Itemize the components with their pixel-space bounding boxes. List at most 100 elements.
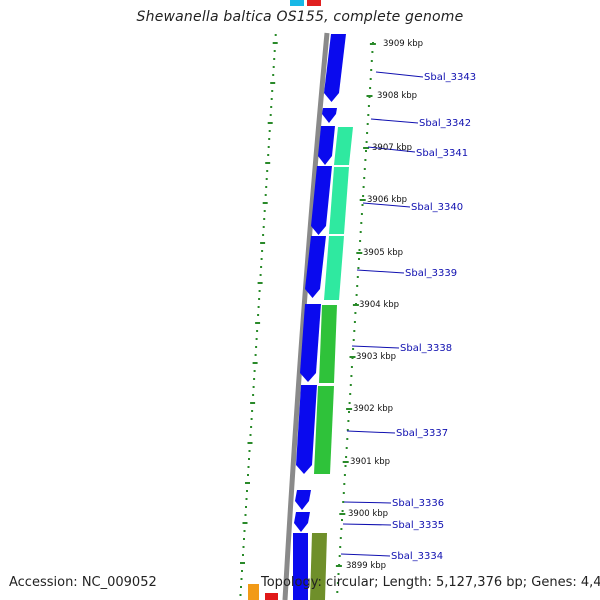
gene-sbal-3342: [322, 108, 337, 123]
gc-skew-tick: [252, 394, 255, 396]
scale-tick: [360, 213, 363, 215]
gc-skew-tick: [243, 538, 245, 540]
gc-skew-tick: [260, 258, 263, 260]
scale-label-3905: 3905 kbp: [363, 248, 403, 258]
scale-tick: [336, 582, 339, 584]
accession-text: Accession: NC_009052: [9, 575, 157, 590]
gc-skew-tick: [272, 66, 275, 68]
gc-skew-tick: [261, 250, 264, 252]
scale-label-3901: 3901 kbp: [350, 457, 390, 467]
gene-label-sbal-3340[interactable]: Sbal_3340: [411, 202, 463, 213]
scale-tick: [370, 69, 373, 71]
gene-label-sbal-3335[interactable]: Sbal_3335: [392, 520, 444, 531]
scale-tick: [343, 483, 346, 485]
scale-major-tick: [356, 252, 363, 254]
scale-tick: [336, 591, 339, 593]
bottom-marker-red[interactable]: [265, 593, 278, 600]
scale-tick: [367, 114, 370, 116]
scale-major-tick: [349, 356, 356, 358]
gene-label-leader: [346, 430, 396, 434]
scale-label-3899: 3899 kbp: [346, 561, 386, 571]
gc-skew-tick: [250, 418, 253, 420]
gc-skew-track: [239, 34, 278, 596]
top-marker-cyan[interactable]: [290, 0, 304, 6]
gc-skew-tick: [263, 218, 266, 220]
scale-label-3904: 3904 kbp: [359, 300, 399, 310]
scale-tick: [354, 312, 357, 314]
gc-skew-tick: [270, 82, 276, 84]
gc-skew-tick: [251, 410, 254, 412]
gc-skew-tick: [262, 234, 265, 236]
gene-sbal-3339: [305, 236, 326, 298]
gc-skew-tick: [247, 442, 253, 444]
scale-tick: [339, 537, 342, 539]
scale-tick: [341, 510, 344, 512]
scale-tick: [343, 474, 346, 476]
gc-skew-tick: [270, 106, 273, 108]
gene-label-leader: [356, 269, 405, 274]
gene-label-sbal-3342[interactable]: Sbal_3342: [419, 118, 471, 129]
gene-label-leader: [342, 523, 392, 526]
gc-skew-tick: [255, 346, 258, 348]
gc-skew-tick: [273, 50, 276, 52]
gene-sbal-3334: [293, 533, 308, 600]
gc-skew-tick: [269, 114, 272, 116]
gc-skew-tick: [258, 290, 261, 292]
scale-tick: [360, 222, 363, 224]
scale-major-tick: [363, 147, 370, 149]
gene-label-leader: [370, 118, 419, 124]
gc-skew-tick: [240, 562, 245, 564]
gc-skew-tick: [250, 402, 256, 404]
top-marker-red[interactable]: [307, 0, 321, 6]
gc-skew-tick: [267, 146, 270, 148]
gc-skew-tick: [247, 474, 249, 476]
gc-skew-tick: [253, 378, 256, 380]
scale-label-3903: 3903 kbp: [356, 352, 396, 362]
gene-label-sbal-3337[interactable]: Sbal_3337: [396, 428, 448, 439]
gene-label-sbal-3339[interactable]: Sbal_3339: [405, 268, 457, 279]
gc-skew-tick: [252, 362, 258, 364]
scale-tick: [342, 501, 345, 503]
gc-skew-tick: [264, 194, 267, 196]
scale-tick: [362, 186, 365, 188]
scale-tick: [369, 87, 372, 89]
scale-label-3909: 3909 kbp: [383, 39, 423, 49]
gene-reverse-6: [310, 533, 327, 600]
scale-track: [335, 42, 376, 593]
map-title: Shewanella baltica OS155, complete genom…: [136, 9, 464, 25]
scale-tick: [346, 438, 349, 440]
gc-skew-tick: [260, 266, 263, 268]
scale-tick: [356, 285, 359, 287]
gene-label-sbal-3343[interactable]: Sbal_3343: [424, 72, 476, 83]
scale-tick: [361, 204, 364, 206]
gc-skew-tick: [259, 274, 262, 276]
gene-label-leader: [340, 553, 391, 557]
gc-skew-tick: [242, 522, 248, 524]
scale-tick: [350, 375, 353, 377]
scale-major-tick: [346, 408, 353, 410]
gene-label-sbal-3336[interactable]: Sbal_3336: [392, 498, 444, 509]
gene-label-sbal-3334[interactable]: Sbal_3334: [391, 551, 443, 562]
gc-skew-tick: [262, 226, 265, 228]
gc-skew-tick: [239, 594, 242, 596]
gc-skew-tick: [240, 578, 243, 580]
scale-tick: [365, 141, 368, 143]
gene-sbal-3343: [324, 34, 346, 102]
scale-tick: [348, 402, 351, 404]
gene-sbal-3341: [318, 126, 335, 165]
scale-major-tick: [366, 95, 373, 97]
gene-reverse-1: [334, 127, 353, 165]
gene-label-sbal-3338[interactable]: Sbal_3338: [400, 343, 452, 354]
gc-skew-tick: [242, 554, 244, 556]
gc-skew-tick: [266, 170, 269, 172]
gc-skew-tick: [245, 482, 250, 484]
gene-reverse-3: [324, 236, 344, 300]
bottom-marker-orange[interactable]: [248, 584, 259, 600]
gc-skew-tick: [272, 42, 278, 44]
gc-skew-tick: [245, 498, 248, 500]
gene-track: [293, 34, 353, 600]
gene-label-sbal-3341[interactable]: Sbal_3341: [416, 148, 468, 159]
scale-tick: [349, 384, 352, 386]
scale-tick: [342, 492, 345, 494]
